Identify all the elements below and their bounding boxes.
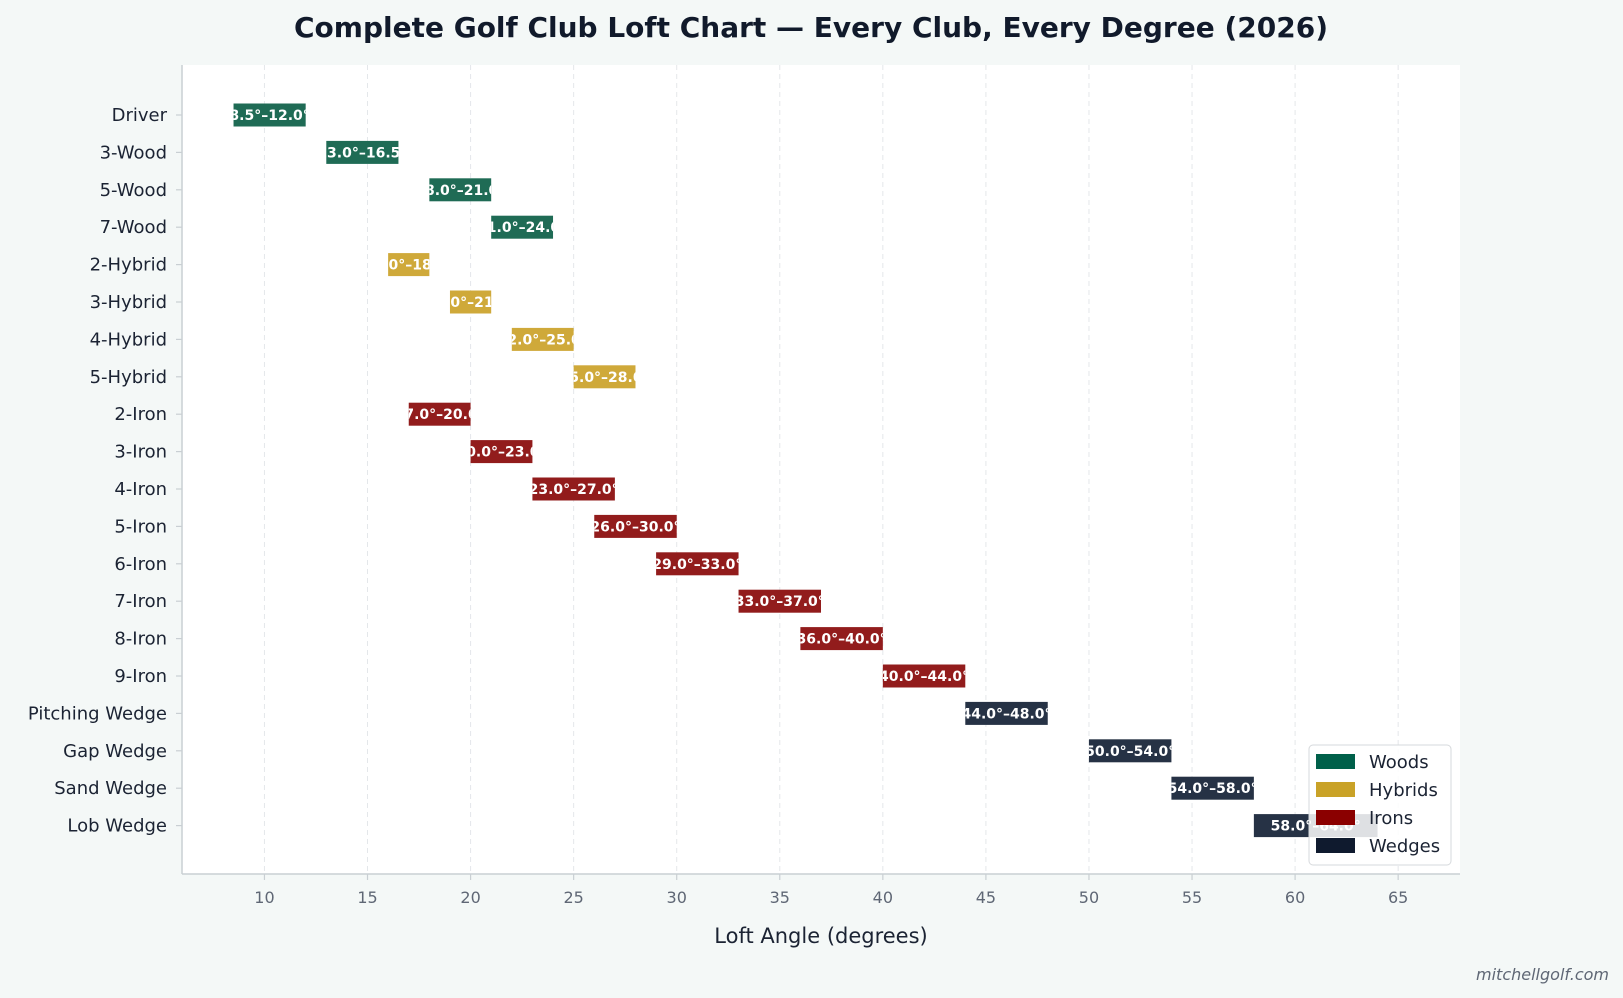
legend-label-wedges: Wedges	[1369, 836, 1440, 857]
legend-swatch-wedges	[1316, 838, 1355, 853]
bar-gap-wedge	[1088, 739, 1172, 763]
bar-label: 20.0°–23.0°	[456, 445, 546, 461]
legend-box	[1308, 744, 1452, 866]
bar-7-iron	[738, 589, 821, 613]
legend-label-woods: Woods	[1369, 752, 1429, 773]
bar-6-iron	[656, 552, 739, 576]
plot-area	[182, 65, 1460, 874]
bar-label: 25.0°–28.0°	[560, 370, 650, 386]
bar-label: 22.0°–25.0°	[498, 332, 588, 348]
x-tick-label: 50	[1079, 888, 1099, 907]
legend-swatch-irons	[1316, 810, 1355, 825]
bar-label: 50.0°–54.0°	[1085, 744, 1175, 760]
y-tick-label: Lob Wedge	[67, 816, 167, 837]
x-tick-label: 55	[1182, 888, 1202, 907]
x-tick-label: 25	[563, 888, 583, 907]
y-tick-label: 7-Wood	[100, 217, 167, 238]
bar-label: 40.0°–44.0°	[879, 669, 969, 685]
x-tick-label: 10	[254, 888, 274, 907]
legend: Woods Hybrids Irons Wedges	[1308, 744, 1452, 866]
bar-3-hybrid	[449, 290, 492, 314]
bar-label: 26.0°–30.0°	[590, 519, 680, 535]
bar-label: 16.0°–18.0°	[364, 258, 454, 274]
bar-label: 21.0°–24.0°	[477, 220, 567, 236]
y-tick-label: 2-Hybrid	[90, 255, 167, 276]
y-tick-label: Driver	[112, 105, 168, 126]
bar-label: 54.0°–58.0°	[1168, 781, 1258, 797]
y-tick-label: 3-Hybrid	[90, 292, 167, 313]
legend-label-hybrids: Hybrids	[1369, 780, 1438, 801]
x-axis-ticks: 10 15 20 25 30 35 40 45 50 55 60 65	[254, 874, 1408, 907]
y-axis-labels: Driver 3-Wood 5-Wood 7-Wood 2-Hybrid 3-Hybrid…	[28, 105, 182, 837]
watermark: mitchellgolf.com	[1476, 965, 1609, 984]
x-tick-label: 40	[873, 888, 893, 907]
chart-title: Complete Golf Club Loft Chart — Every Cl…	[294, 11, 1328, 44]
bar-driver	[233, 103, 306, 127]
x-tick-label: 20	[460, 888, 480, 907]
bar-label: 29.0°–33.0°	[652, 557, 742, 573]
bar-5-wood	[429, 178, 492, 202]
bar-9-iron	[882, 664, 966, 688]
bars-group: 8.5°–12.0° 13.0°–16.5° 18.0°–21.0° 21.0°–24…	[229, 103, 1378, 838]
bar-3-iron	[470, 440, 533, 464]
y-tick-label: 3-Iron	[114, 442, 167, 463]
x-tick-label: 15	[357, 888, 377, 907]
bar-2-iron	[408, 402, 471, 426]
x-tick-label: 35	[770, 888, 790, 907]
bar-5-iron	[594, 514, 677, 538]
bar-label: 8.5°–12.0°	[229, 108, 309, 124]
y-tick-label: 9-Iron	[114, 666, 167, 687]
bar-8-iron	[800, 627, 883, 651]
y-tick-label: 7-Iron	[114, 591, 167, 612]
bar-pitching-wedge	[965, 701, 1048, 725]
x-tick-label: 30	[667, 888, 687, 907]
bar-label: 36.0°–40.0°	[797, 632, 887, 648]
y-tick-label: 4-Hybrid	[90, 329, 167, 350]
y-tick-label: 8-Iron	[114, 629, 167, 650]
bar-4-iron	[532, 477, 615, 501]
y-tick-label: Sand Wedge	[54, 778, 167, 799]
bar-label: 44.0°–48.0°	[961, 706, 1051, 722]
bar-3-wood	[326, 140, 399, 164]
y-tick-label: Pitching Wedge	[28, 703, 167, 724]
y-tick-label: 5-Hybrid	[90, 367, 167, 388]
bar-label: 23.0°–27.0°	[529, 482, 619, 498]
y-tick-label: 5-Iron	[114, 516, 167, 537]
y-tick-label: 3-Wood	[100, 142, 167, 163]
x-axis-title: Loft Angle (degrees)	[714, 924, 927, 948]
x-tick-label: 45	[976, 888, 996, 907]
legend-swatch-hybrids	[1316, 782, 1355, 797]
bar-label: 13.0°–16.5°	[317, 145, 407, 161]
bar-4-hybrid	[511, 327, 574, 351]
x-tick-label: 65	[1388, 888, 1408, 907]
bar-7-wood	[491, 215, 554, 239]
legend-swatch-woods	[1316, 754, 1355, 769]
bar-sand-wedge	[1171, 776, 1254, 800]
y-tick-label: 4-Iron	[114, 479, 167, 500]
bar-2-hybrid	[388, 253, 430, 277]
x-tick-label: 60	[1285, 888, 1305, 907]
bar-label: 18.0°–21.0°	[415, 183, 505, 199]
y-tick-label: 6-Iron	[114, 554, 167, 575]
y-tick-label: Gap Wedge	[63, 741, 167, 762]
bar-5-hybrid	[573, 365, 636, 389]
y-tick-label: 5-Wood	[100, 180, 167, 201]
bar-label: 17.0°–20.0°	[395, 407, 485, 423]
legend-label-irons: Irons	[1369, 808, 1413, 829]
bar-label: 19.0°–21.0°	[426, 295, 516, 311]
y-tick-label: 2-Iron	[114, 404, 167, 425]
bar-label: 33.0°–37.0°	[735, 594, 825, 610]
